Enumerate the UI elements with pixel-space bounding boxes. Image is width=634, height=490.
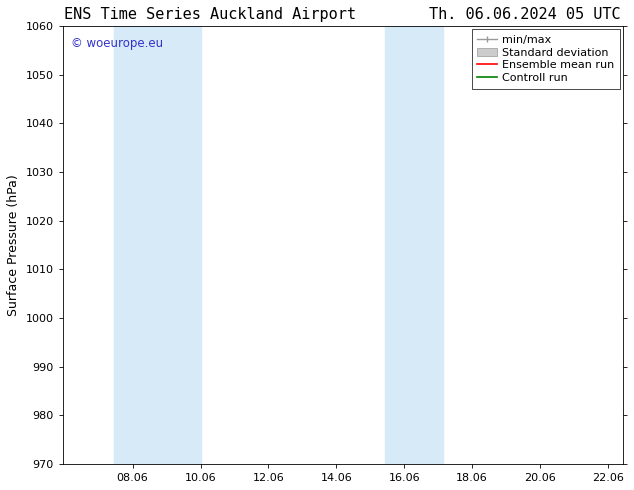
Bar [385,26,443,464]
Text: © woeurope.eu: © woeurope.eu [71,37,163,50]
Title: ENS Time Series Auckland Airport        Th. 06.06.2024 05 UTC: ENS Time Series Auckland Airport Th. 06.… [65,7,621,22]
Legend: min/max, Standard deviation, Ensemble mean run, Controll run: min/max, Standard deviation, Ensemble me… [472,29,619,89]
Bar [113,26,200,464]
Y-axis label: Surface Pressure (hPa): Surface Pressure (hPa) [7,174,20,316]
